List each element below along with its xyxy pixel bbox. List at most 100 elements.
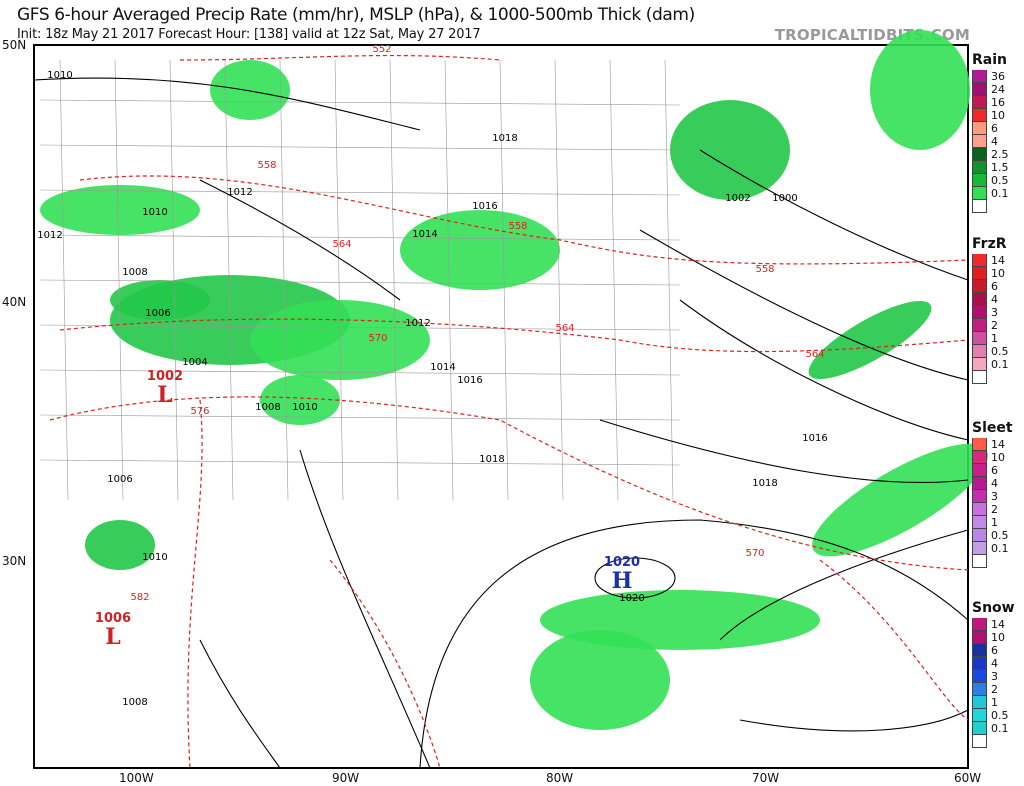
thickness-line: [59, 318, 969, 353]
legend-swatch: [972, 148, 987, 161]
legend-value: 1: [991, 332, 998, 345]
thickness-label: 576: [190, 406, 209, 417]
thickness-layer: [49, 54, 969, 769]
legend-swatch: [972, 161, 987, 174]
legend-level: 0.1: [972, 187, 1024, 200]
legend-level: 0.1: [972, 358, 1024, 371]
thickness-label: 552: [372, 44, 391, 55]
legend-value: 1: [991, 516, 998, 529]
thickness-label: 558: [508, 221, 527, 232]
legend-swatch: [972, 293, 987, 306]
isobar: [199, 639, 281, 769]
isobar: [419, 519, 969, 769]
legend-level: 36: [972, 70, 1024, 83]
legend-level: 1: [972, 332, 1024, 345]
legend-value: 3: [991, 490, 998, 503]
legend-level: 14: [972, 254, 1024, 267]
legend-value: 6: [991, 280, 998, 293]
legend-level: 6: [972, 280, 1024, 293]
isobar: [33, 77, 421, 131]
border-line: [39, 324, 681, 331]
legend-value: 14: [991, 618, 1005, 631]
legend-level: 14: [972, 438, 1024, 451]
legend-swatch: [972, 280, 987, 293]
legend-swatch: [972, 735, 987, 748]
legend-level: 0.1: [972, 542, 1024, 555]
legend-swatch: [972, 696, 987, 709]
isobar-label: 1012: [37, 230, 62, 241]
border-line: [554, 59, 564, 501]
thickness-line: [179, 54, 501, 61]
isobar-label: 1010: [142, 552, 167, 563]
legend-swatch: [972, 516, 987, 529]
legend-value: 36: [991, 70, 1005, 83]
legend-value: 0.1: [991, 722, 1009, 735]
low-center-letter: L: [157, 382, 172, 408]
thickness-line: [49, 396, 969, 571]
legend-sleet: Sleet 14 10 6 4 3 2 1 0.5 0.1: [972, 420, 1024, 568]
lon-label: 100W: [119, 771, 154, 785]
isobar-label: 1010: [292, 402, 317, 413]
legend-value: 6: [991, 644, 998, 657]
legend-value: 10: [991, 631, 1005, 644]
legend-level: 0.5: [972, 529, 1024, 542]
legend-level: 3: [972, 490, 1024, 503]
precip-area: [812, 443, 988, 557]
legend-value: 4: [991, 657, 998, 670]
legend-swatch: [972, 451, 987, 464]
legend-level: 10: [972, 631, 1024, 644]
lon-label: 70W: [752, 771, 780, 785]
isobar: [599, 419, 969, 484]
legend-level: 0.1: [972, 722, 1024, 735]
legend-level: 2: [972, 683, 1024, 696]
legend-level: 10: [972, 267, 1024, 280]
legend-swatch: [972, 618, 987, 631]
isobar-label: 1018: [752, 478, 777, 489]
legend-swatch: [972, 503, 987, 516]
legend-swatch: [972, 109, 987, 122]
legend-value: 2: [991, 319, 998, 332]
border-line: [169, 59, 179, 501]
legend-level: 4: [972, 657, 1024, 670]
thickness-label: 564: [805, 349, 824, 360]
precip-area: [400, 210, 560, 290]
border-line: [224, 59, 234, 501]
legend-swatch: [972, 464, 987, 477]
legend-value: 2: [991, 683, 998, 696]
thickness-line: [79, 175, 969, 265]
isobar-label: 1014: [412, 229, 437, 240]
legend-level: 1.5: [972, 161, 1024, 174]
legend-swatch: [972, 683, 987, 696]
legend-swatch: [972, 477, 987, 490]
legend-title: Sleet: [972, 420, 1013, 436]
legend-value: 4: [991, 135, 998, 148]
precip-area: [210, 60, 290, 120]
legend-level: 16: [972, 96, 1024, 109]
legend-swatch: [972, 70, 987, 83]
legend-swatch: [972, 490, 987, 503]
thickness-label: 570: [368, 333, 387, 344]
legend-swatch: [972, 200, 987, 213]
legend-swatch: [972, 306, 987, 319]
legend-value: 14: [991, 254, 1005, 267]
legend-swatch: [972, 555, 987, 568]
legend-swatch: [972, 174, 987, 187]
precip-area: [260, 375, 340, 425]
legend-level: 3: [972, 670, 1024, 683]
contour-labels: 1010 1012 1010 1012 1008 1006 1004 1008 1010 1006…: [37, 44, 827, 708]
legend-level: 1: [972, 516, 1024, 529]
isobar: [594, 557, 676, 599]
legend-level: 0.5: [972, 709, 1024, 722]
legend-value: 16: [991, 96, 1005, 109]
legend-level: 4: [972, 293, 1024, 306]
legend-value: 0.5: [991, 174, 1009, 187]
legend-value: 2: [991, 503, 998, 516]
isobar-label: 1012: [405, 318, 430, 329]
border-line: [334, 59, 344, 501]
isobar-label: 1016: [457, 375, 482, 386]
legend-level: 3: [972, 306, 1024, 319]
lon-label: 60W: [954, 771, 982, 785]
legend-swatch: [972, 96, 987, 109]
border-line: [39, 99, 681, 106]
